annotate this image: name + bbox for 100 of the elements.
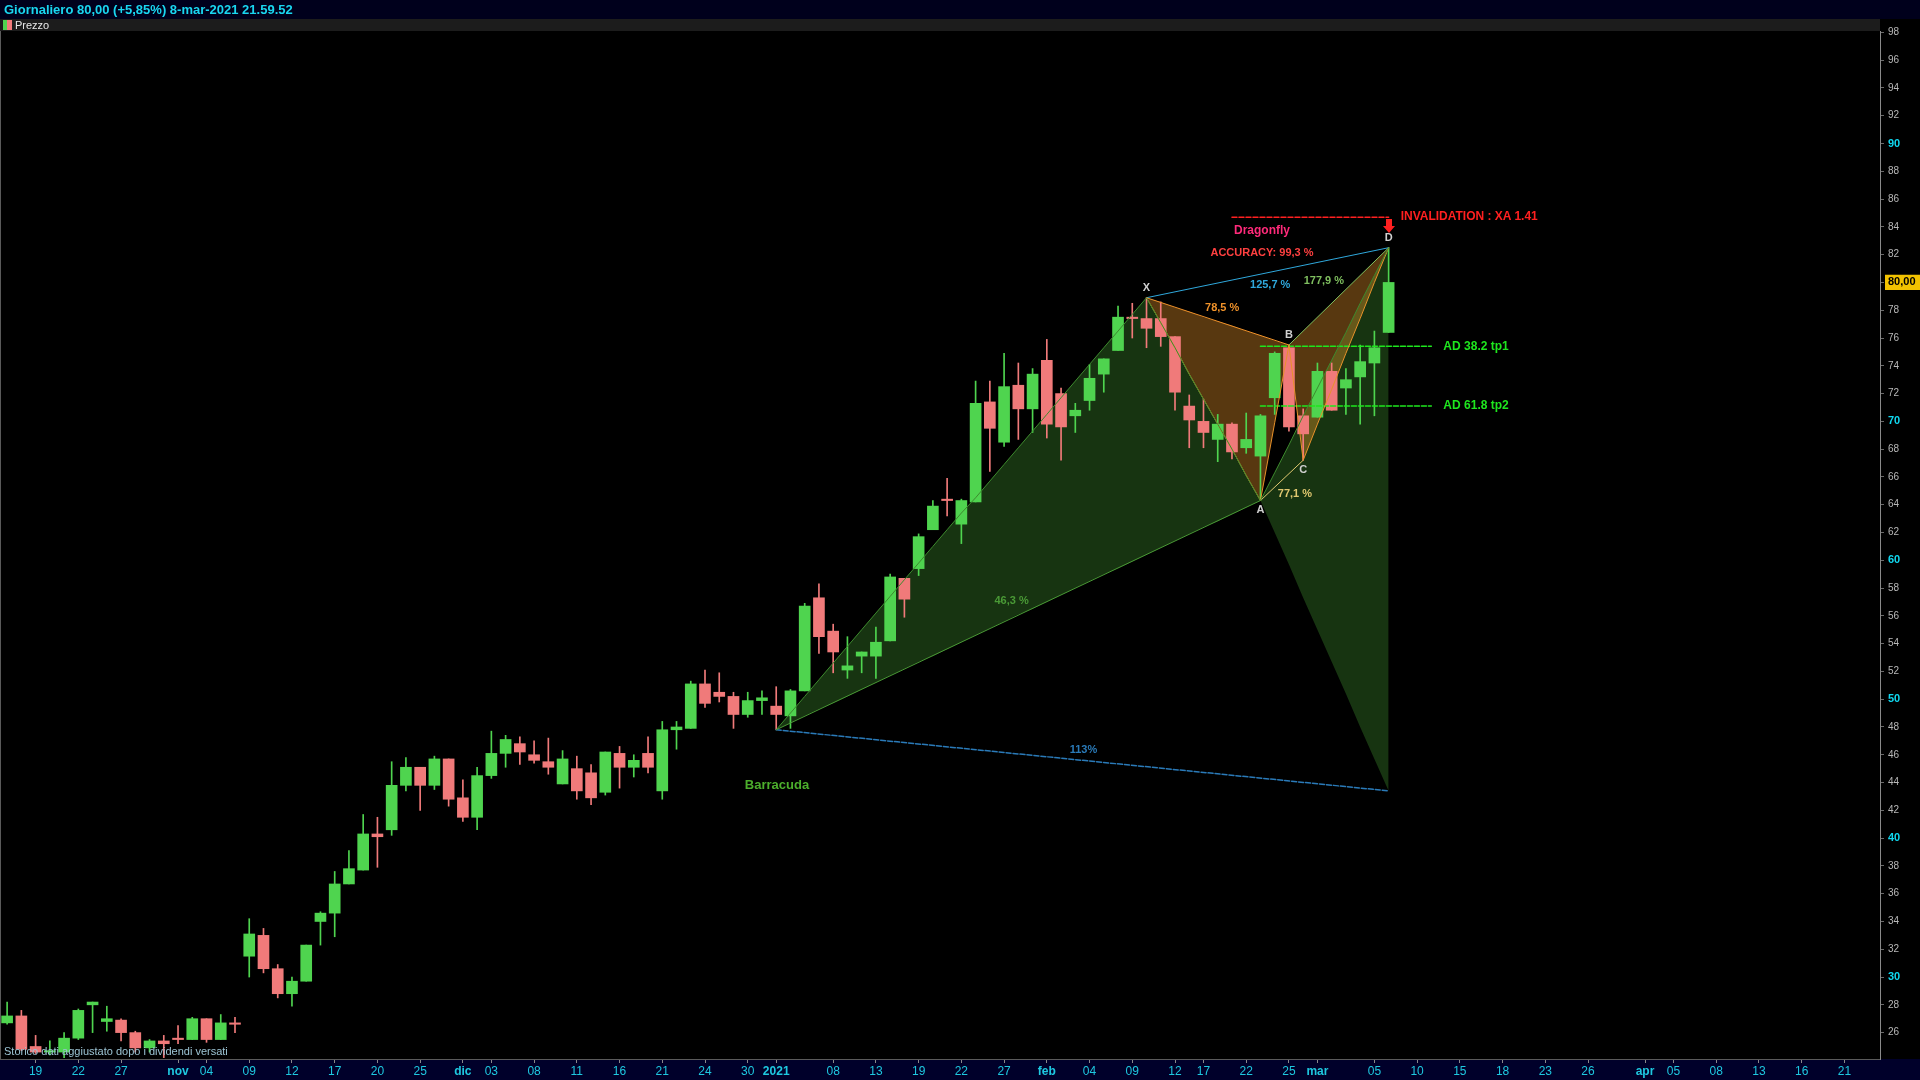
y-tick-label: 50 — [1888, 692, 1901, 705]
x-tick-label: 08 — [1709, 1063, 1724, 1078]
x-tick-label: 16 — [1794, 1063, 1809, 1078]
data-label: D — [1384, 231, 1393, 244]
y-tick-label: 98 — [1888, 26, 1900, 38]
x-tick-label: 13 — [869, 1063, 883, 1078]
y-tick-label: 86 — [1888, 192, 1900, 204]
data-label: B — [1284, 328, 1293, 341]
y-tick-label: 62 — [1888, 526, 1900, 538]
x-tick-label: mar — [1306, 1063, 1329, 1078]
y-tick-label: 54 — [1888, 637, 1900, 649]
x-tick-label: 22 — [1239, 1063, 1254, 1078]
x-tick-label: 21 — [655, 1063, 670, 1078]
x-tick-label: 25 — [1282, 1063, 1296, 1078]
y-tick-label: 64 — [1888, 498, 1900, 510]
annotation: Dragonfly — [1233, 223, 1291, 238]
y-tick-label: 42 — [1888, 804, 1900, 816]
annotation: Barracuda — [744, 776, 810, 792]
data-label: A — [1256, 503, 1265, 516]
annotation: ACCURACY: 99,3 % — [1210, 246, 1314, 259]
data-label: X — [1142, 281, 1151, 294]
series-label: 46,3 % — [994, 593, 1029, 606]
y-tick-label: 52 — [1888, 665, 1900, 677]
x-tick-label: 17 — [328, 1063, 342, 1078]
x-tick-label: 24 — [698, 1063, 712, 1078]
y-tick-label: 30 — [1888, 970, 1901, 983]
x-tick-label: nov — [167, 1063, 190, 1078]
x-tick-label: 25 — [413, 1063, 428, 1078]
x-tick-label: 16 — [612, 1063, 627, 1078]
y-tick-label: 32 — [1888, 943, 1900, 954]
x-tick-label: 27 — [997, 1063, 1012, 1078]
y-tick-label: 70 — [1888, 414, 1901, 427]
y-tick-label: 84 — [1888, 220, 1900, 232]
x-tick-label: 22 — [954, 1063, 969, 1078]
x-tick-label: 10 — [1410, 1063, 1425, 1078]
x-tick-label: 23 — [1538, 1063, 1553, 1078]
y-tick-label: 72 — [1888, 387, 1900, 399]
x-tick-label: 26 — [1581, 1063, 1596, 1078]
x-tick-label: 17 — [1196, 1063, 1211, 1078]
data-label: C — [1299, 462, 1308, 475]
y-tick-label: 90 — [1888, 136, 1901, 149]
y-tick-label: 36 — [1888, 887, 1900, 899]
x-tick-label: 27 — [114, 1063, 129, 1078]
x-tick-label: apr — [1635, 1063, 1655, 1078]
x-tick-label: 08 — [527, 1063, 542, 1078]
y-tick-label: 94 — [1888, 81, 1900, 93]
x-tick-label: 21 — [1837, 1063, 1852, 1078]
x-tick-label: feb — [1037, 1063, 1056, 1078]
x-tick-label: 11 — [570, 1063, 584, 1078]
x-tick-label: 12 — [285, 1063, 299, 1078]
y-tick-label: 96 — [1888, 53, 1900, 65]
y-tick-label: 26 — [1888, 1026, 1900, 1038]
x-tick-label: 20 — [370, 1063, 385, 1078]
y-tick-label: 68 — [1888, 442, 1900, 454]
y-tick-label: 88 — [1888, 165, 1900, 177]
x-tick-label: 05 — [1367, 1063, 1382, 1078]
chart-title: Giornaliero 80,00 (+5,85%) 8-mar-2021 21.59.52 — [0, 0, 1920, 19]
x-tick-label: 15 — [1453, 1063, 1467, 1078]
series-label: INVALIDATION : XA 1.41 — [1400, 209, 1539, 224]
y-tick-label: 56 — [1888, 609, 1900, 621]
x-tick-label: 12 — [1168, 1063, 1182, 1078]
y-tick-label: 76 — [1888, 331, 1900, 343]
series-label: 77,1 % — [1277, 487, 1313, 500]
y-tick-label: 40 — [1888, 831, 1901, 844]
y-tick-label: 46 — [1888, 748, 1900, 760]
x-tick-label: dic — [454, 1063, 472, 1078]
y-tick-label: 38 — [1888, 859, 1900, 871]
series-label: AD 61.8 tp2 — [1443, 398, 1510, 413]
y-tick-label: 44 — [1888, 776, 1900, 788]
x-tick-label: 22 — [71, 1063, 86, 1078]
x-tick-label: 19 — [28, 1063, 43, 1078]
y-tick-label: 78 — [1888, 303, 1900, 315]
x-tick-label: 19 — [911, 1063, 926, 1078]
y-tick-label: 48 — [1888, 720, 1900, 732]
x-tick-label: 2021 — [762, 1063, 790, 1078]
y-tick-label: 82 — [1888, 248, 1900, 260]
y-tick-label: 34 — [1888, 915, 1900, 927]
x-tick-label: 04 — [1082, 1063, 1097, 1078]
x-tick-label: 08 — [826, 1063, 841, 1078]
series-label: 78,5 % — [1205, 301, 1240, 313]
legend-label: Prezzo — [15, 19, 50, 31]
x-tick-label: 18 — [1495, 1063, 1510, 1078]
x-tick-label: 09 — [1125, 1063, 1140, 1078]
series-label: 125,7 % — [1250, 278, 1291, 291]
x-tick-label: 04 — [199, 1063, 214, 1078]
series-label: AD 38.2 tp1 — [1443, 338, 1510, 353]
y-tick-label: 74 — [1888, 359, 1900, 371]
y-tick-label: 66 — [1888, 470, 1900, 482]
y-tick-label: 58 — [1888, 581, 1900, 593]
y-tick-label: 92 — [1888, 109, 1900, 121]
x-tick-label: 03 — [484, 1063, 499, 1078]
x-tick-label: 13 — [1752, 1063, 1766, 1078]
x-tick-label: 30 — [741, 1063, 755, 1078]
y-tick-label: 80,00 — [1888, 275, 1916, 288]
series-label: 177,9 % — [1303, 274, 1345, 287]
x-tick-label: 05 — [1666, 1063, 1681, 1078]
x-tick-label: 09 — [242, 1063, 257, 1078]
y-tick-label: 28 — [1888, 998, 1900, 1010]
series-label: 113% — [1069, 743, 1098, 756]
y-tick-label: 60 — [1888, 553, 1901, 566]
